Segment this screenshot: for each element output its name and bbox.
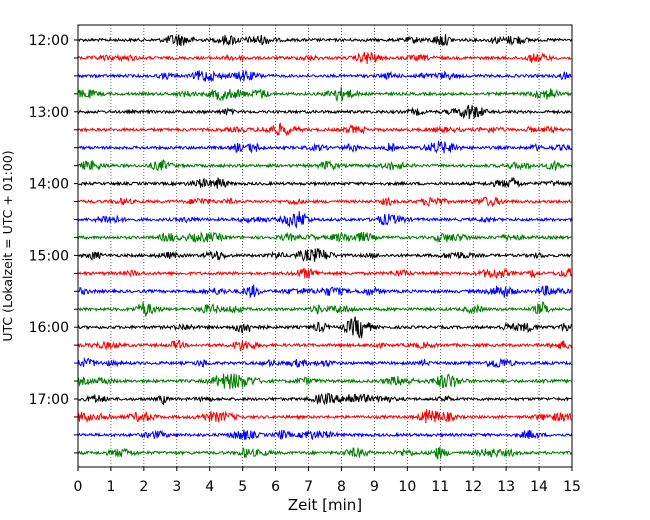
x-axis-label: Zeit [min] — [288, 496, 362, 514]
trace-line — [77, 284, 572, 298]
trace-line — [77, 231, 572, 244]
trace-line — [77, 176, 572, 189]
y-tick-label: 12:00 — [29, 33, 69, 49]
y-tick-label: 15:00 — [29, 248, 69, 264]
x-tick-label: 8 — [337, 479, 346, 495]
y-tick-label: 14:00 — [29, 177, 69, 193]
x-tick-label: 14 — [530, 479, 548, 495]
trace-line — [77, 211, 572, 229]
x-tick-label: 12 — [464, 479, 482, 495]
x-tick-label: 6 — [271, 479, 280, 495]
seismic-traces — [77, 34, 572, 460]
x-tick-label: 4 — [205, 479, 214, 495]
x-tick-label: 15 — [563, 479, 581, 495]
x-tick-label: 13 — [497, 479, 515, 495]
y-axis-label: UTC (Lokalzeit = UTC + 01:00) — [0, 150, 15, 341]
trace-line — [77, 409, 572, 424]
y-tick-label: 17:00 — [29, 392, 69, 408]
y-axis-ticks: 12:00 13:00 14:00 15:00 16:00 17:00 — [29, 33, 78, 454]
trace-line — [77, 301, 572, 317]
plot-frame — [77, 24, 573, 468]
x-tick-label: 2 — [139, 479, 148, 495]
trace-line — [77, 429, 572, 441]
trace-line — [77, 158, 572, 172]
trace-line — [77, 104, 572, 120]
trace-line — [77, 356, 572, 369]
x-tick-label: 9 — [370, 479, 379, 495]
trace-line — [77, 122, 572, 137]
trace-line — [77, 51, 572, 65]
x-tick-label: 5 — [238, 479, 247, 495]
trace-line — [77, 195, 572, 208]
trace-line — [77, 86, 572, 102]
trace-line — [77, 316, 572, 339]
trace-line — [77, 248, 572, 262]
trace-line — [77, 140, 572, 154]
x-tick-label: 10 — [398, 479, 416, 495]
trace-line — [77, 69, 572, 83]
trace-line — [77, 34, 572, 47]
x-tick-label: 0 — [74, 479, 83, 495]
trace-line — [77, 340, 572, 351]
y-tick-label: 13:00 — [29, 105, 69, 121]
x-axis-ticks: 0 1 2 3 4 5 6 7 8 9 10 11 12 13 14 15 — [74, 467, 581, 495]
trace-line — [77, 392, 572, 406]
x-tick-label: 1 — [106, 479, 115, 495]
x-tick-label: 7 — [304, 479, 313, 495]
trace-line — [77, 267, 572, 279]
trace-line — [77, 446, 572, 460]
x-tick-label: 3 — [172, 479, 181, 495]
trace-line — [77, 373, 572, 390]
x-tick-label: 11 — [431, 479, 449, 495]
y-tick-label: 16:00 — [29, 320, 69, 336]
